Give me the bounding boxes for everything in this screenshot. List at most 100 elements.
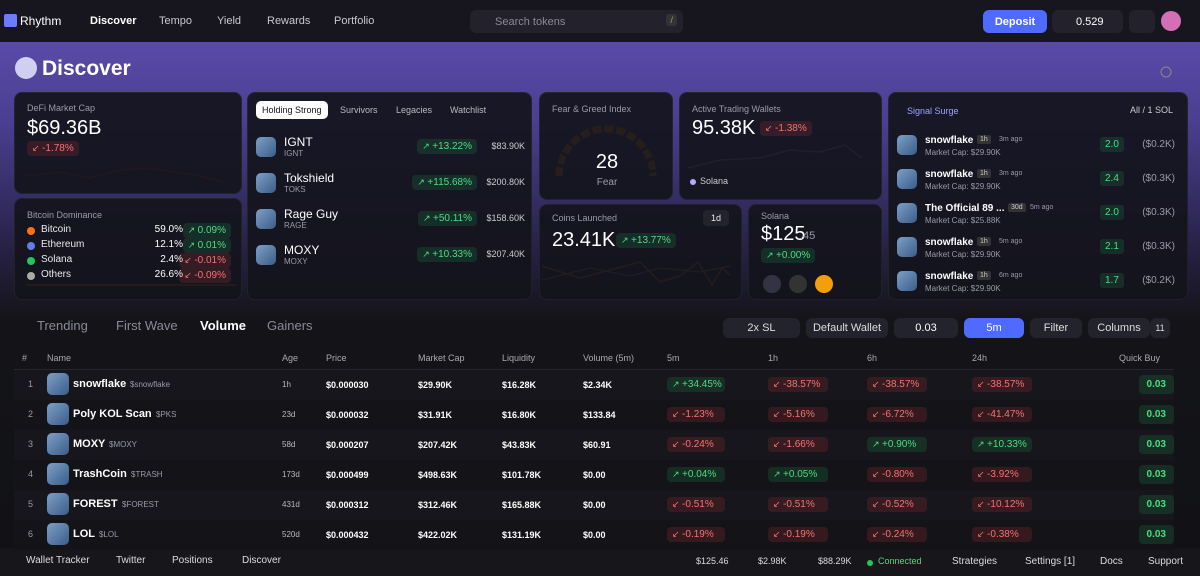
row-cell: $16.80K xyxy=(502,410,537,420)
coins-period[interactable]: 1d xyxy=(702,210,729,226)
quick-buy[interactable]: 0.03 xyxy=(1138,465,1174,484)
row-index: 1 xyxy=(28,379,34,389)
signal-icon xyxy=(897,203,917,223)
signal-mc: Market Cap: $29.90K xyxy=(925,250,1001,259)
row-name: snowflake xyxy=(73,378,127,390)
dominance-card: Bitcoin Dominance Bitcoin 59.0%0.09% Ethere… xyxy=(14,198,242,300)
signal-name: snowflake xyxy=(925,237,974,248)
signal-icon xyxy=(897,237,917,257)
chain-icon[interactable] xyxy=(763,275,781,293)
row-icon xyxy=(47,373,69,395)
row-cell: $29.90K xyxy=(418,380,453,390)
fear-card: Fear & Greed Index 28 Fear xyxy=(539,92,673,200)
coin-name: Solana xyxy=(41,254,73,265)
coin-change: -0.01% xyxy=(179,253,231,268)
row-cell: $133.84 xyxy=(583,410,616,420)
fear-label: Fear xyxy=(596,177,618,188)
holding-tab[interactable]: Survivors xyxy=(340,105,378,115)
solana-change: +0.00% xyxy=(761,248,816,263)
token-name: IGNT xyxy=(284,135,313,149)
coin-change: 0.09% xyxy=(182,223,231,238)
token-change: +50.11% xyxy=(417,211,477,226)
quick-buy[interactable]: 0.03 xyxy=(1138,375,1174,394)
quick-buy[interactable]: 0.03 xyxy=(1138,495,1174,514)
brand: Rhythm xyxy=(20,14,62,28)
footer-link[interactable]: Strategies xyxy=(952,556,998,567)
row-change: +10.33% xyxy=(972,437,1032,452)
nav-link[interactable]: Yield xyxy=(217,15,242,27)
holding-tab[interactable]: Legacies xyxy=(396,105,433,115)
signal-mc: Market Cap: $25.88K xyxy=(925,216,1001,225)
footer-link[interactable]: Discover xyxy=(242,555,281,566)
nav-link[interactable]: Discover xyxy=(90,15,137,27)
token-icon xyxy=(256,245,276,265)
balance-button[interactable]: 0.529 xyxy=(1052,10,1123,33)
coins-value: 23.41K xyxy=(552,229,616,251)
search-shortcut: / xyxy=(666,14,677,26)
table-tab[interactable]: Gainers xyxy=(267,318,313,333)
row-change: -0.19% xyxy=(667,527,725,542)
coin-pct: 26.6% xyxy=(154,269,183,280)
signal-time: 3m ago xyxy=(999,136,1023,143)
row-cell: $0.000312 xyxy=(326,500,369,510)
amount-button[interactable]: 0.03 xyxy=(894,318,958,338)
quick-buy[interactable]: 0.03 xyxy=(1138,525,1174,544)
row-cell: $131.19K xyxy=(502,530,542,540)
table-tab[interactable]: First Wave xyxy=(116,318,178,333)
footer-link[interactable]: Settings [1] xyxy=(1025,556,1076,567)
footer-link[interactable]: Twitter xyxy=(116,555,146,566)
token-change: +13.22% xyxy=(417,139,477,154)
sl-button[interactable]: 2x SL xyxy=(723,318,800,338)
coins-card: Coins Launched 23.41K+13.77% 1d xyxy=(539,204,742,300)
nav-link[interactable]: Tempo xyxy=(159,15,193,27)
columns-button[interactable]: Columns xyxy=(1088,318,1150,338)
signal-age: 1h xyxy=(977,135,991,144)
row-cell: $207.42K xyxy=(418,440,458,450)
footer-link[interactable]: Positions xyxy=(172,555,213,566)
quick-buy[interactable]: 0.03 xyxy=(1138,405,1174,424)
holding-tab[interactable]: Holding Strong xyxy=(256,101,328,119)
signal-age: 1h xyxy=(977,237,991,246)
table-tab[interactable]: Volume xyxy=(200,318,246,333)
interval-button[interactable]: 5m xyxy=(964,318,1024,338)
row-cell: 173d xyxy=(282,470,300,479)
footer-link[interactable]: Support xyxy=(1148,556,1184,567)
search-box[interactable]: Search tokens / xyxy=(470,10,683,33)
filter-button[interactable]: Filter xyxy=(1030,318,1082,338)
signal-icon xyxy=(897,169,917,189)
wallet-button[interactable]: Default Wallet xyxy=(806,318,888,338)
nav-link[interactable]: Portfolio xyxy=(334,15,375,27)
columns-count: 11 xyxy=(1150,318,1170,338)
deposit-button[interactable]: Deposit xyxy=(983,10,1047,33)
row-cell: 23d xyxy=(282,410,296,419)
footer-link[interactable]: Wallet Tracker xyxy=(26,555,90,566)
holding-card: Holding Strong Survivors Legacies Watchlist… xyxy=(247,92,532,300)
search-placeholder: Search tokens xyxy=(495,16,566,28)
signal-amount: 2.1 xyxy=(1100,239,1124,254)
row-name: TrashCoin xyxy=(73,468,127,480)
quick-buy[interactable]: 0.03 xyxy=(1138,435,1174,454)
row-name: Poly KOL Scan xyxy=(73,408,152,420)
column-header: Price xyxy=(326,353,347,363)
signal-amount: 1.7 xyxy=(1100,273,1124,288)
signal-name: snowflake xyxy=(925,135,974,146)
row-change: -0.24% xyxy=(867,527,927,542)
chain-icon[interactable] xyxy=(815,275,833,293)
signal-mc: Market Cap: $29.90K xyxy=(925,182,1001,191)
coin-dot xyxy=(27,272,35,280)
footer-price: $125.46 xyxy=(696,556,729,566)
coin-pct: 2.4% xyxy=(160,254,183,265)
table-tab[interactable]: Trending xyxy=(37,318,88,333)
chain-icon[interactable] xyxy=(789,275,807,293)
signal-amount: 2.0 xyxy=(1100,137,1124,152)
signal-icon xyxy=(897,135,917,155)
notifications-button[interactable] xyxy=(1129,10,1155,33)
nav-link[interactable]: Rewards xyxy=(267,15,311,27)
holding-tab[interactable]: Watchlist xyxy=(450,105,487,115)
token-mc: $158.60K xyxy=(486,213,525,223)
coin-change: -0.09% xyxy=(179,268,231,283)
signal-filter[interactable]: All / 1 SOL xyxy=(1129,105,1173,115)
footer-link[interactable]: Docs xyxy=(1100,556,1123,567)
